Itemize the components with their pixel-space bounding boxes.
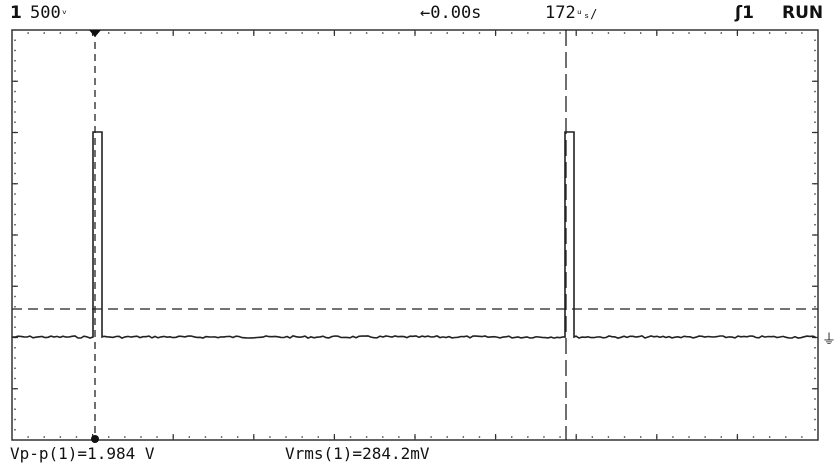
trigger-position-marker[interactable]	[89, 30, 101, 37]
trigger-source: 1	[742, 3, 754, 23]
vertical-scale-unit: ᵛ	[60, 7, 68, 21]
status-bar: 1 500ᵛ ←0.00s 172ᵘₛ/ ʃ1 RUN	[0, 0, 840, 24]
vertical-scale: 500ᵛ	[30, 3, 68, 23]
time-offset: ←0.00s	[420, 3, 482, 23]
trigger-edge-icon: ʃ	[735, 3, 743, 23]
vrms-measurement: Vrms(1)=284.2mV	[285, 444, 430, 463]
graticule-grid	[12, 30, 818, 440]
measurement-bar: Vp-p(1)=1.984 V Vrms(1)=284.2mV	[0, 443, 840, 464]
channel-number: 1	[10, 3, 22, 23]
timebase-unit: ᵘₛ/	[575, 7, 598, 21]
graticule-border	[11, 29, 819, 441]
trigger-indicator: ʃ1	[735, 3, 754, 23]
run-state: RUN	[782, 3, 824, 23]
timebase: 172ᵘₛ/	[545, 3, 597, 23]
timebase-value: 172	[545, 3, 576, 23]
vertical-scale-value: 500	[30, 3, 61, 23]
cursor-bottom-marker[interactable]	[91, 435, 99, 443]
vpp-measurement: Vp-p(1)=1.984 V	[10, 444, 155, 463]
ground-reference-icon: ⏚	[822, 332, 836, 348]
waveform-trace	[11, 131, 817, 339]
